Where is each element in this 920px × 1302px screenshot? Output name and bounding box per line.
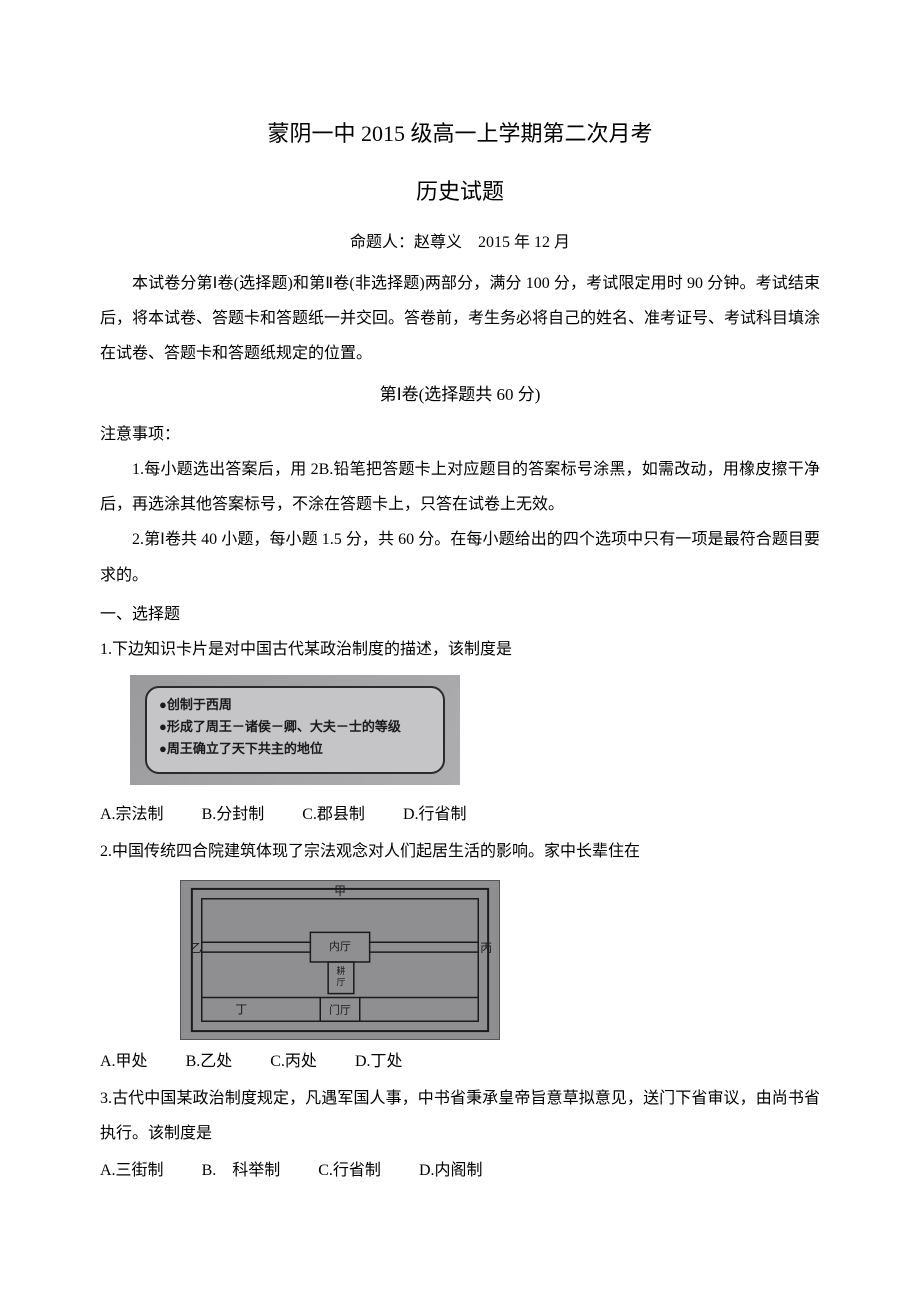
sub-title: 历史试题 xyxy=(100,168,820,216)
card-line-2: ●形成了周王－诸侯－卿、大夫－士的等级 xyxy=(159,716,431,738)
q1-option-d: D.行省制 xyxy=(403,806,467,823)
q1-option-c: C.郡县制 xyxy=(302,806,365,823)
q2-courtyard-diagram: 甲 乙 丙 丁 内厅 耕 厅 门厅 xyxy=(180,880,500,1040)
notice-item-2: 2.第Ⅰ卷共 40 小题，每小题 1.5 分，共 60 分。在每小题给出的四个选… xyxy=(100,522,820,592)
q3-option-a: A.三街制 xyxy=(100,1162,164,1179)
q3-options: A.三街制 B. 科举制 C.行省制 D.内阁制 xyxy=(100,1153,820,1188)
card-line-1: ●创制于西周 xyxy=(159,694,431,716)
label-inner-hall: 内厅 xyxy=(329,939,351,953)
main-title: 蒙阴一中 2015 级高一上学期第二次月考 xyxy=(100,110,820,158)
svg-text:厅: 厅 xyxy=(337,977,346,987)
courtyard-svg: 甲 乙 丙 丁 内厅 耕 厅 门厅 xyxy=(181,881,499,1039)
q1-option-b: B.分封制 xyxy=(202,806,265,823)
label-right: 丙 xyxy=(480,941,492,955)
q3-option-d: D.内阁制 xyxy=(419,1162,483,1179)
q2-option-a: A.甲处 xyxy=(100,1053,148,1070)
question-1-stem: 1.下边知识卡片是对中国古代某政治制度的描述，该制度是 xyxy=(100,632,820,667)
label-gate: 门厅 xyxy=(329,1002,351,1016)
q2-options: A.甲处 B.乙处 C.丙处 D.丁处 xyxy=(100,1044,820,1079)
label-bottom: 丁 xyxy=(235,1002,247,1016)
q1-options: A.宗法制 B.分封制 C.郡县制 D.行省制 xyxy=(100,797,820,832)
label-top: 甲 xyxy=(334,883,346,897)
q3-option-c: C.行省制 xyxy=(318,1162,381,1179)
knowledge-card: ●创制于西周 ●形成了周王－诸侯－卿、大夫－士的等级 ●周王确立了天下共主的地位 xyxy=(145,686,445,774)
card-line-3: ●周王确立了天下共主的地位 xyxy=(159,738,431,760)
q2-option-d: D.丁处 xyxy=(355,1053,403,1070)
question-2-stem: 2.中国传统四合院建筑体现了宗法观念对人们起居生活的影响。家中长辈住在 xyxy=(100,834,820,869)
label-left: 乙 xyxy=(190,941,202,955)
notice-heading: 注意事项： xyxy=(100,417,820,452)
q2-option-b: B.乙处 xyxy=(186,1053,233,1070)
svg-text:耕: 耕 xyxy=(337,964,346,975)
question-3-stem: 3.古代中国某政治制度规定，凡遇军国人事，中书省秉承皇帝旨意草拟意见，送门下省审… xyxy=(100,1081,820,1151)
author-line: 命题人：赵尊义 2015 年 12 月 xyxy=(100,225,820,260)
notice-item-1: 1.每小题选出答案后，用 2B.铅笔把答题卡上对应题目的答案标号涂黑，如需改动，… xyxy=(100,452,820,522)
intro-paragraph: 本试卷分第Ⅰ卷(选择题)和第Ⅱ卷(非选择题)两部分，满分 100 分，考试限定用… xyxy=(100,266,820,372)
q3-option-b: B. 科举制 xyxy=(202,1162,281,1179)
q1-knowledge-card-image: ●创制于西周 ●形成了周王－诸侯－卿、大夫－士的等级 ●周王确立了天下共主的地位 xyxy=(130,675,460,785)
section1-heading: 第Ⅰ卷(选择题共 60 分) xyxy=(100,376,820,413)
q2-option-c: C.丙处 xyxy=(270,1053,317,1070)
q1-option-a: A.宗法制 xyxy=(100,806,164,823)
category-heading: 一、选择题 xyxy=(100,597,820,632)
